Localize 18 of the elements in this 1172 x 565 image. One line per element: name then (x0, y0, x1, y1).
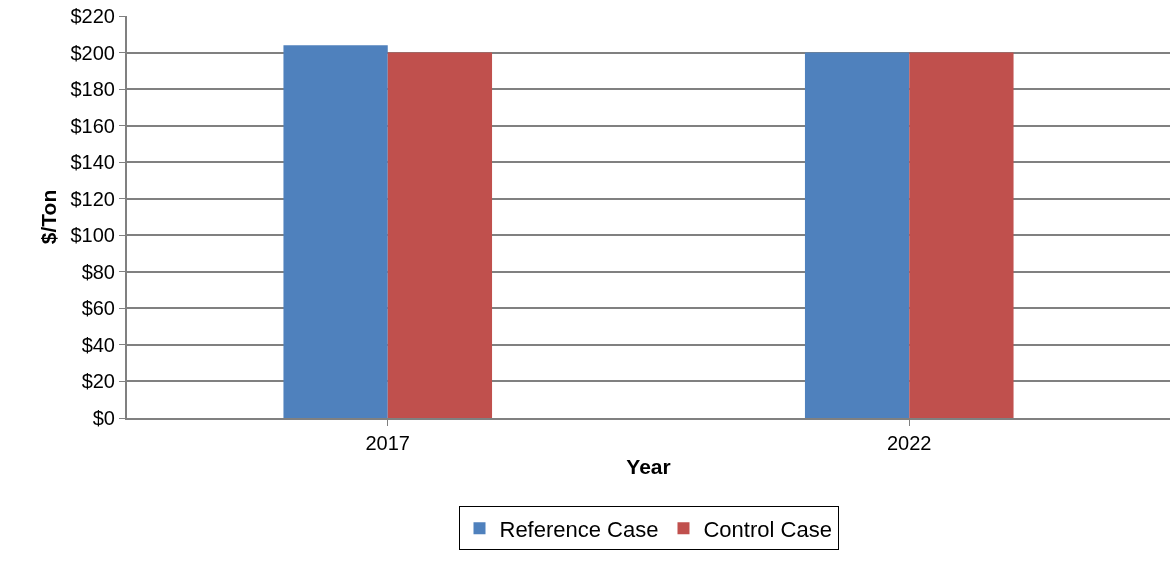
x-tick-label: 2022 (887, 432, 932, 454)
y-tick-label: $160 (70, 114, 115, 137)
y-tick-label: $20 (81, 370, 115, 393)
y-tick-label: $100 (70, 224, 115, 247)
y-tick-label: $60 (81, 297, 115, 320)
y-tick-label: $140 (70, 151, 115, 174)
legend-label: Reference Case (499, 516, 659, 542)
legend-label: Control Case (703, 516, 832, 542)
y-tick-label: $220 (70, 5, 115, 27)
y-tick-label: $40 (81, 333, 115, 356)
y-tick-label: $200 (70, 41, 115, 64)
x-axis-title: Year (626, 454, 671, 478)
y-tick-label: $0 (92, 407, 115, 429)
y-axis-title: $/Ton (37, 189, 61, 245)
x-tick-label: 2017 (365, 432, 410, 454)
y-tick-label: $180 (70, 78, 115, 101)
y-tick-label: $120 (70, 187, 115, 210)
y-tick-label: $80 (81, 260, 115, 283)
